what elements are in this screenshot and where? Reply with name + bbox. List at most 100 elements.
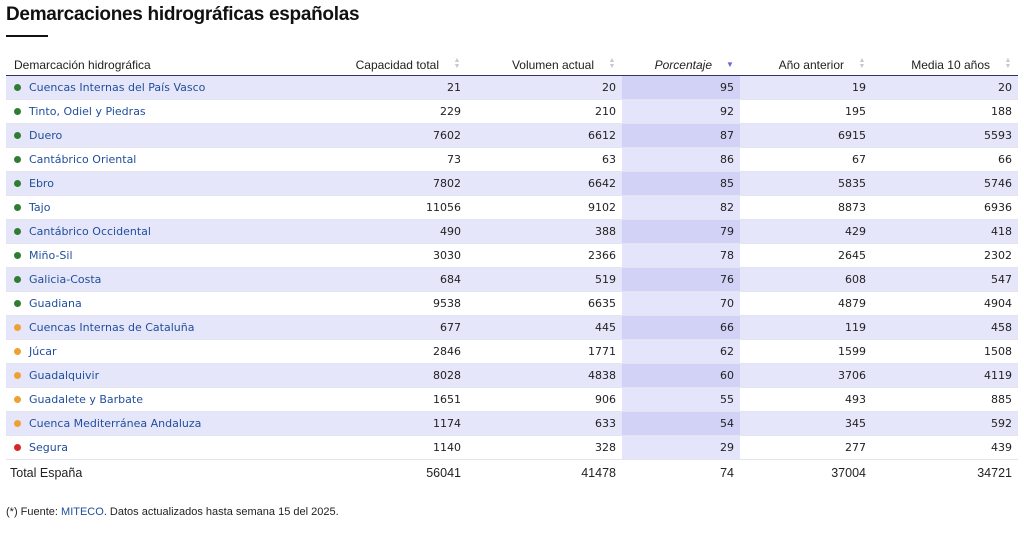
table-row: Miño-Sil 3030 2366 78 2645 2302 <box>6 243 1018 268</box>
column-header-capacidad[interactable]: Capacidad total ▲ ▼ <box>312 54 467 76</box>
status-dot-icon <box>14 251 21 259</box>
column-header-ano-anterior[interactable]: Año anterior ▲ ▼ <box>740 54 872 76</box>
volume-cell: 63 <box>467 147 622 172</box>
demarcacion-link[interactable]: Miño-Sil <box>29 249 73 262</box>
sort-both-icon[interactable]: ▲ ▼ <box>858 57 866 70</box>
avg10-cell: 4119 <box>872 363 1018 388</box>
table-body: Cuencas Internas del País Vasco 21 20 95 19 2… <box>6 75 1018 460</box>
avg10-cell: 20 <box>872 75 1018 100</box>
demarcacion-link[interactable]: Cantábrico Occidental <box>29 225 151 238</box>
volume-cell: 1771 <box>467 339 622 364</box>
demarcacion-link[interactable]: Guadalquivir <box>29 369 100 382</box>
total-label: Total España <box>6 459 312 486</box>
status-dot-icon <box>14 347 21 355</box>
status-dot-icon <box>14 419 21 427</box>
row-name-cell: Cantábrico Occidental <box>6 219 312 244</box>
percent-cell: 55 <box>622 387 740 412</box>
demarcacion-link[interactable]: Júcar <box>29 345 57 358</box>
row-name-cell: Júcar <box>6 339 312 364</box>
percent-cell: 54 <box>622 411 740 436</box>
capacity-cell: 229 <box>312 99 467 124</box>
percent-cell: 95 <box>622 75 740 100</box>
avg10-cell: 885 <box>872 387 1018 412</box>
column-header-volumen[interactable]: Volumen actual ▲ ▼ <box>467 54 622 76</box>
previous-cell: 19 <box>740 75 872 100</box>
column-header-porcentaje[interactable]: Porcentaje ▼ <box>622 54 740 76</box>
row-name-cell: Guadalete y Barbate <box>6 387 312 412</box>
demarcacion-link[interactable]: Cantábrico Oriental <box>29 153 137 166</box>
percent-cell: 76 <box>622 267 740 292</box>
previous-cell: 277 <box>740 435 872 460</box>
row-name-cell: Tajo <box>6 195 312 220</box>
previous-cell: 2645 <box>740 243 872 268</box>
title-underline <box>6 35 48 37</box>
table-row: Cuencas Internas del País Vasco 21 20 95 19 2… <box>6 75 1018 100</box>
column-header-media-10[interactable]: Media 10 años ▲ ▼ <box>872 54 1018 76</box>
status-dot-icon <box>14 395 21 403</box>
avg10-cell: 547 <box>872 267 1018 292</box>
volume-cell: 2366 <box>467 243 622 268</box>
volume-cell: 9102 <box>467 195 622 220</box>
avg10-cell: 188 <box>872 99 1018 124</box>
source-link[interactable]: MITECO <box>61 506 104 518</box>
volume-cell: 906 <box>467 387 622 412</box>
table-header-row: Demarcación hidrográfica Capacidad total… <box>6 54 1018 76</box>
capacity-cell: 7602 <box>312 123 467 148</box>
total-row: Total España 56041 41478 74 37004 34721 <box>6 459 1018 486</box>
previous-cell: 493 <box>740 387 872 412</box>
demarcacion-link[interactable]: Ebro <box>29 177 54 190</box>
row-name-cell: Ebro <box>6 171 312 196</box>
status-dot-icon <box>14 83 21 91</box>
sort-both-icon[interactable]: ▲ ▼ <box>453 57 461 70</box>
page-title: Demarcaciones hidrográficas españolas <box>6 4 360 25</box>
table-row: Galicia-Costa 684 519 76 608 547 <box>6 267 1018 292</box>
demarcacion-link[interactable]: Cuencas Internas de Cataluña <box>29 321 195 334</box>
total-avg10: 34721 <box>872 459 1018 486</box>
previous-cell: 67 <box>740 147 872 172</box>
volume-cell: 20 <box>467 75 622 100</box>
avg10-cell: 5746 <box>872 171 1018 196</box>
avg10-cell: 6936 <box>872 195 1018 220</box>
table-row: Guadiana 9538 6635 70 4879 4904 <box>6 291 1018 316</box>
status-dot-icon <box>14 323 21 331</box>
demarcacion-link[interactable]: Duero <box>29 129 63 142</box>
demarcacion-link[interactable]: Guadiana <box>29 297 82 310</box>
capacity-cell: 9538 <box>312 291 467 316</box>
table-row: Duero 7602 6612 87 6915 5593 <box>6 123 1018 148</box>
table-row: Júcar 2846 1771 62 1599 1508 <box>6 339 1018 364</box>
percent-cell: 78 <box>622 243 740 268</box>
capacity-cell: 490 <box>312 219 467 244</box>
previous-cell: 1599 <box>740 339 872 364</box>
volume-cell: 328 <box>467 435 622 460</box>
previous-cell: 608 <box>740 267 872 292</box>
volume-cell: 519 <box>467 267 622 292</box>
previous-cell: 5835 <box>740 171 872 196</box>
table-row: Tajo 11056 9102 82 8873 6936 <box>6 195 1018 220</box>
demarcacion-link[interactable]: Cuencas Internas del País Vasco <box>29 81 206 94</box>
avg10-cell: 418 <box>872 219 1018 244</box>
demarcacion-link[interactable]: Guadalete y Barbate <box>29 393 143 406</box>
capacity-cell: 73 <box>312 147 467 172</box>
percent-cell: 87 <box>622 123 740 148</box>
row-name-cell: Galicia-Costa <box>6 267 312 292</box>
volume-cell: 6612 <box>467 123 622 148</box>
previous-cell: 345 <box>740 411 872 436</box>
status-dot-icon <box>14 107 21 115</box>
sort-descending-icon[interactable]: ▼ <box>726 60 734 69</box>
capacity-cell: 11056 <box>312 195 467 220</box>
demarcacion-link[interactable]: Galicia-Costa <box>29 273 102 286</box>
demarcacion-link[interactable]: Segura <box>29 441 68 454</box>
row-name-cell: Tinto, Odiel y Piedras <box>6 99 312 124</box>
demarcacion-link[interactable]: Tinto, Odiel y Piedras <box>29 105 146 118</box>
sort-both-icon[interactable]: ▲ ▼ <box>1004 57 1012 70</box>
status-dot-icon <box>14 443 21 451</box>
table-row: Ebro 7802 6642 85 5835 5746 <box>6 171 1018 196</box>
previous-cell: 8873 <box>740 195 872 220</box>
demarcacion-link[interactable]: Tajo <box>29 201 51 214</box>
demarcacion-link[interactable]: Cuenca Mediterránea Andaluza <box>29 417 202 430</box>
avg10-cell: 439 <box>872 435 1018 460</box>
sort-both-icon[interactable]: ▲ ▼ <box>608 57 616 70</box>
capacity-cell: 677 <box>312 315 467 340</box>
row-name-cell: Cantábrico Oriental <box>6 147 312 172</box>
total-capacity: 56041 <box>312 459 467 486</box>
